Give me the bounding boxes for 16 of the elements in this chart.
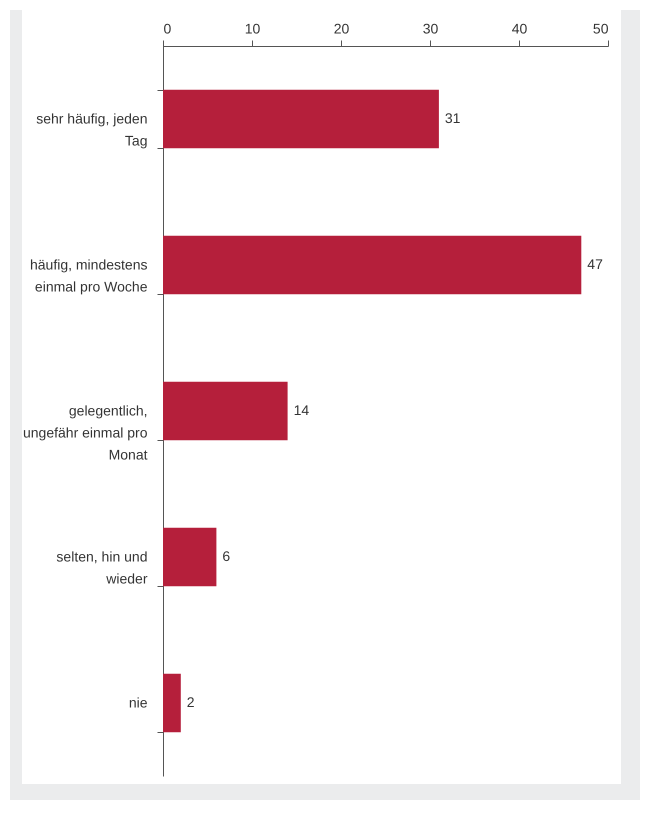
y-tick-label: nie [128, 694, 148, 710]
x-tick-label: 50 [592, 20, 609, 36]
y-tick-label: sehr häufig, jeden Tag [36, 110, 148, 148]
x-tick-label: 0 [164, 20, 172, 36]
y-tick-label: häufig, mindestens einmal pro Woche [30, 256, 148, 294]
x-tick-label: 30 [422, 20, 438, 36]
data-label: 2 [186, 694, 195, 710]
data-label: 6 [222, 548, 230, 564]
x-tick-label: 40 [512, 20, 528, 36]
y-tick-label: selten, hin und wieder [56, 548, 148, 586]
data-label: 31 [444, 110, 461, 126]
x-tick-label: 20 [334, 20, 350, 36]
y-tick-label: gelegentlich, ungefähr einmal pro Monat [22, 402, 148, 462]
x-tick-label: 10 [244, 20, 260, 36]
data-label: 14 [294, 402, 310, 418]
data-label: 47 [587, 256, 604, 272]
